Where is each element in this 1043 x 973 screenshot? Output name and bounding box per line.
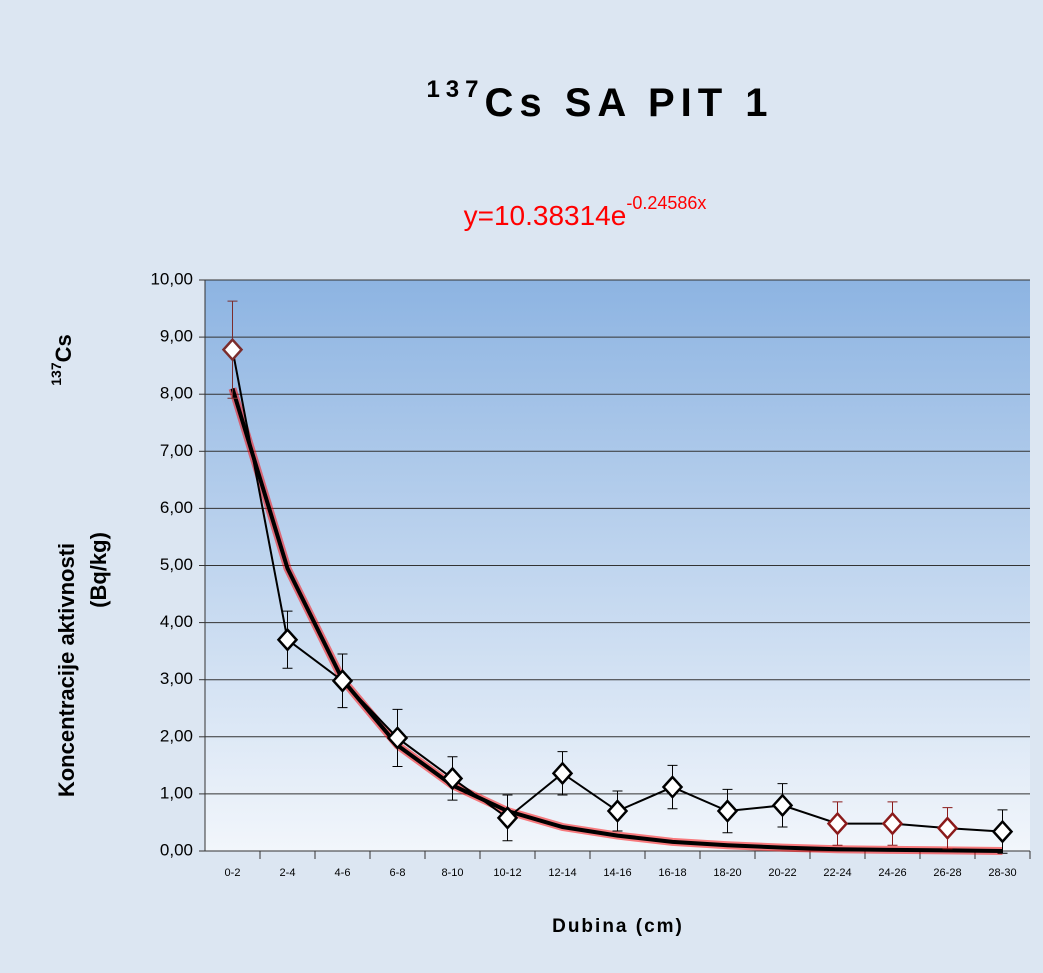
equation: y=10.38314e-0.24586x bbox=[464, 193, 707, 232]
marker bbox=[386, 726, 409, 750]
x-tick-label: 6-8 bbox=[390, 867, 406, 879]
marker bbox=[881, 811, 904, 836]
marker bbox=[826, 811, 849, 836]
chart-title: 137Cs SA PIT 1 bbox=[426, 76, 773, 124]
x-tick-label: 12-14 bbox=[548, 867, 576, 879]
x-tick-label: 18-20 bbox=[713, 867, 741, 879]
marker bbox=[771, 793, 794, 818]
y-tick-label: 1,00 bbox=[160, 783, 193, 802]
x-tick-label: 24-26 bbox=[878, 867, 906, 879]
y-label-superscript: 137 bbox=[48, 362, 64, 386]
y-tick-label: 3,00 bbox=[160, 669, 193, 688]
y-label-top-text: Cs bbox=[51, 334, 76, 362]
equation-base: y=10.38314e bbox=[464, 200, 627, 231]
marker bbox=[496, 806, 519, 830]
trendline bbox=[230, 387, 1003, 853]
x-tick-label: 28-30 bbox=[988, 867, 1016, 879]
y-tick-label: 4,00 bbox=[160, 612, 193, 631]
marker bbox=[441, 766, 464, 791]
y-tick-label: 0,00 bbox=[160, 840, 193, 859]
x-tick-label: 20-22 bbox=[768, 867, 796, 879]
x-tick-label: 22-24 bbox=[823, 867, 851, 879]
x-tick-label: 26-28 bbox=[933, 867, 961, 879]
x-tick-label: 8-10 bbox=[441, 867, 463, 879]
marker bbox=[936, 816, 959, 841]
marker bbox=[221, 337, 244, 362]
marker bbox=[991, 819, 1014, 844]
x-axis-label: Dubina (cm) bbox=[552, 916, 684, 937]
marker bbox=[551, 761, 574, 786]
equation-exponent: -0.24586x bbox=[626, 193, 706, 213]
y-tick-label: 6,00 bbox=[160, 498, 193, 517]
y-tick-label: 8,00 bbox=[160, 384, 193, 403]
y-tick-label: 5,00 bbox=[160, 555, 193, 574]
marker bbox=[276, 627, 299, 652]
y-tick-label: 7,00 bbox=[160, 441, 193, 460]
marker bbox=[331, 668, 354, 693]
marker bbox=[661, 775, 684, 799]
title-text: Cs SA PIT 1 bbox=[485, 81, 774, 125]
x-tick-label: 4-6 bbox=[335, 867, 351, 879]
title-superscript: 137 bbox=[426, 76, 484, 103]
y-axis-label: Koncentracije aktivnosti bbox=[54, 543, 79, 797]
x-tick-label: 0-2 bbox=[225, 867, 241, 879]
y-label-top: 137Cs bbox=[48, 334, 76, 385]
y-tick-label: 9,00 bbox=[160, 327, 193, 346]
x-tick-label: 10-12 bbox=[493, 867, 521, 879]
y-tick-label: 10,00 bbox=[150, 269, 193, 288]
y-tick-label: 2,00 bbox=[160, 726, 193, 745]
x-tick-label: 14-16 bbox=[603, 867, 631, 879]
x-tick-label: 16-18 bbox=[658, 867, 686, 879]
y-axis-unit: (Bq/kg) bbox=[86, 532, 111, 608]
marker bbox=[716, 799, 739, 823]
x-tick-label: 2-4 bbox=[280, 867, 296, 879]
marker bbox=[606, 799, 629, 823]
